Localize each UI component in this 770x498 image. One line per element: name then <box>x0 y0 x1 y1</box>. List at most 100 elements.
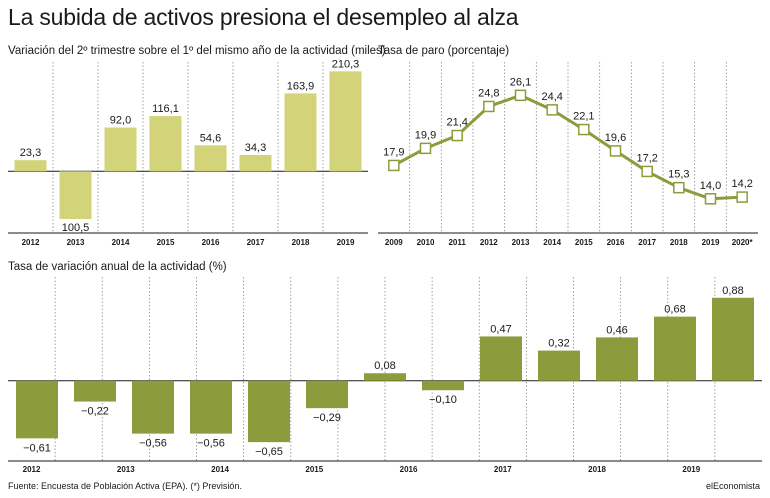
tick-label: 2015 <box>305 465 323 474</box>
data-label: 19,6 <box>605 132 626 144</box>
data-label: 0,47 <box>490 323 511 335</box>
bar <box>74 380 116 402</box>
data-label: 19,9 <box>415 129 436 141</box>
bar <box>194 145 227 172</box>
bar <box>306 380 348 409</box>
tick-label: 2017 <box>494 465 512 474</box>
chart1-activity-change: 23,3 2012 100,5 2013 92,0 2014 116,1 2015 54,6 20… <box>8 58 368 247</box>
data-point <box>546 104 558 116</box>
tick-label: 2015 <box>157 238 175 247</box>
data-label: 92,0 <box>110 115 131 127</box>
tick-label: 2012 <box>23 465 41 474</box>
page-title: La subida de activos presiona el desempl… <box>8 4 519 30</box>
tick-label: 2020* <box>732 238 754 247</box>
tick-label: 2010 <box>417 238 435 247</box>
data-point <box>673 181 685 194</box>
data-label: 21,4 <box>446 117 467 129</box>
tick-label: 2009 <box>385 238 403 247</box>
bar <box>329 71 362 172</box>
data-point <box>736 191 748 203</box>
chart1-title: Variación del 2º trimestre sobre el 1º d… <box>8 45 386 57</box>
data-label: −0,65 <box>255 446 283 458</box>
data-label: 0,08 <box>374 360 395 372</box>
data-label: −0,56 <box>139 438 167 450</box>
data-label: 15,3 <box>668 169 689 181</box>
data-label: 26,1 <box>510 76 531 88</box>
data-point <box>419 142 432 155</box>
data-label: 0,88 <box>722 285 743 297</box>
chart2-unemployment-rate: 17,9 2009 19,9 2010 21,4 2011 24,8 2012 26,1 2013… <box>378 62 758 247</box>
data-label: 17,2 <box>636 152 657 164</box>
data-label: 23,3 <box>20 147 41 159</box>
data-point <box>483 100 495 113</box>
data-label: −0,29 <box>313 412 341 424</box>
tick-label: 2017 <box>247 238 265 247</box>
bar <box>239 154 272 172</box>
tick-label: 2013 <box>117 465 135 474</box>
data-label: 0,68 <box>664 304 685 316</box>
bar <box>16 380 58 439</box>
data-label: 0,32 <box>548 338 569 350</box>
tick-label: 2016 <box>607 238 625 247</box>
bar <box>654 316 696 381</box>
data-label: 54,6 <box>200 132 221 144</box>
data-point <box>388 159 400 172</box>
bar <box>190 380 232 434</box>
tick-label: 2017 <box>638 238 656 247</box>
source-note: Fuente: Encuesta de Población Activa (EP… <box>8 481 242 491</box>
tick-label: 2014 <box>211 465 229 474</box>
bar <box>104 127 137 172</box>
tick-label: 2019 <box>702 238 720 247</box>
data-label: 14,0 <box>700 180 721 192</box>
data-label: 14,2 <box>731 178 752 190</box>
tick-label: 2018 <box>670 238 688 247</box>
data-label: −0,61 <box>23 442 51 454</box>
tick-label: 2016 <box>202 238 220 247</box>
data-label: 116,1 <box>152 103 179 115</box>
data-point <box>578 123 590 136</box>
data-point <box>609 145 622 157</box>
data-label: −0,22 <box>81 406 109 418</box>
tick-label: 2012 <box>22 238 40 247</box>
tick-label: 2019 <box>337 238 355 247</box>
chart3-title: Tasa de variación anual de la actividad … <box>8 261 227 273</box>
tick-label: 2014 <box>543 238 561 247</box>
tick-label: 2013 <box>512 238 530 247</box>
data-label: −0,56 <box>197 438 225 450</box>
bar <box>248 380 290 443</box>
bar <box>538 350 580 381</box>
data-label: 100,5 <box>62 222 90 234</box>
bar <box>364 373 406 381</box>
tick-label: 2019 <box>682 465 700 474</box>
bar <box>59 171 92 219</box>
bar <box>480 336 522 381</box>
data-label: 22,1 <box>573 111 594 123</box>
tick-label: 2013 <box>67 238 85 247</box>
brand-logo: elEconomista <box>705 481 760 491</box>
data-label: 17,9 <box>383 146 404 158</box>
bar <box>284 93 317 172</box>
bar <box>132 380 174 434</box>
tick-label: 2018 <box>588 465 606 474</box>
data-label: −0,10 <box>429 394 457 406</box>
bar <box>149 116 182 172</box>
chart3-annual-activity-rate: −0,61 −0,22 −0,56 −0,56 −0,65 −0,29 0,08 −0,10 0… <box>8 277 762 474</box>
bar <box>422 380 464 391</box>
tick-label: 2012 <box>480 238 498 247</box>
bar <box>14 160 47 172</box>
data-label: 163,9 <box>287 80 315 92</box>
chart2-title: Tasa de paro (porcentaje) <box>378 45 510 57</box>
data-label: 0,46 <box>606 324 627 336</box>
data-point <box>514 89 527 102</box>
tick-label: 2015 <box>575 238 593 247</box>
bar <box>712 297 754 381</box>
tick-label: 2018 <box>292 238 310 247</box>
data-point <box>451 129 463 142</box>
data-label: 34,3 <box>245 142 266 154</box>
tick-label: 2011 <box>448 238 466 247</box>
data-label: 24,8 <box>478 87 499 99</box>
bar <box>596 337 638 381</box>
data-label: 210,3 <box>332 58 360 70</box>
data-point <box>704 193 717 205</box>
data-point <box>641 165 653 178</box>
